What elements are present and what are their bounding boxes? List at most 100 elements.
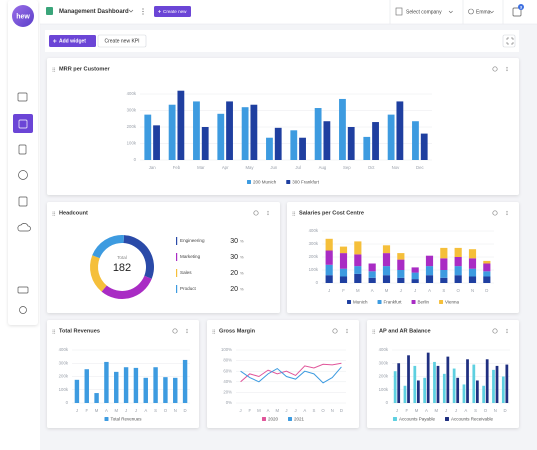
drag-handle[interactable]	[54, 214, 56, 216]
drag-handle[interactable]	[54, 213, 56, 215]
donut-segment	[123, 235, 154, 279]
nav-icon[interactable]	[18, 196, 28, 207]
drag-handle[interactable]	[52, 213, 54, 215]
settings-icon[interactable]	[253, 210, 259, 216]
logo[interactable]	[12, 5, 34, 27]
drag-handle[interactable]	[212, 332, 214, 334]
widget-menu[interactable]	[346, 332, 348, 334]
settings-icon[interactable]	[492, 66, 498, 72]
widget-menu[interactable]	[186, 328, 188, 330]
settings-icon[interactable]	[492, 328, 498, 334]
create-kpi-button[interactable]	[97, 34, 147, 48]
create-new-button[interactable]	[154, 6, 191, 17]
widget-menu[interactable]	[506, 66, 508, 68]
company-select[interactable]: Select company	[406, 9, 442, 15]
x-tick-label: J	[240, 408, 242, 413]
widget-menu[interactable]	[186, 332, 188, 334]
nav-active[interactable]	[13, 114, 33, 133]
drag-handle[interactable]	[292, 213, 294, 215]
widget-title: AP and AR Balance	[379, 328, 431, 334]
nav-icon[interactable]	[18, 170, 28, 180]
widget-menu[interactable]	[506, 328, 508, 330]
drag-handle[interactable]	[52, 67, 54, 69]
settings-icon[interactable]	[172, 328, 178, 334]
drag-handle[interactable]	[372, 332, 374, 334]
drag-handle[interactable]	[292, 211, 294, 213]
drag-handle[interactable]	[52, 69, 54, 71]
drag-handle[interactable]	[52, 211, 54, 213]
widget-menu[interactable]	[506, 70, 508, 72]
drag-handle[interactable]	[294, 211, 296, 213]
nav-icon[interactable]	[19, 306, 27, 314]
nav-icon[interactable]	[18, 144, 27, 155]
drag-handle[interactable]	[292, 214, 294, 216]
fullscreen-button[interactable]	[502, 34, 516, 48]
y-tick-label: 200k	[127, 124, 137, 129]
settings-icon[interactable]	[332, 328, 338, 334]
drag-handle[interactable]	[214, 329, 216, 331]
nav-icon[interactable]	[17, 92, 28, 102]
widget-menu[interactable]	[506, 212, 508, 214]
drag-handle[interactable]	[374, 332, 376, 334]
settings-icon[interactable]	[492, 210, 498, 216]
drag-handle[interactable]	[54, 329, 56, 331]
drag-handle[interactable]	[374, 329, 376, 331]
dashboard-title[interactable]: Management Dashboard	[59, 9, 129, 15]
bar	[143, 377, 148, 403]
user-chevron[interactable]	[489, 10, 494, 14]
widget-menu[interactable]	[506, 214, 508, 216]
drag-handle[interactable]	[212, 329, 214, 331]
widget-menu[interactable]	[506, 332, 508, 334]
bar-segment	[454, 247, 462, 257]
widget-menu[interactable]	[186, 330, 188, 332]
drag-handle[interactable]	[54, 332, 56, 334]
legend: Total Revenues	[104, 416, 142, 421]
y-tick-label: 0	[66, 400, 69, 405]
bar-segment	[354, 254, 362, 267]
widget-menu[interactable]	[346, 328, 348, 330]
drag-handle[interactable]	[212, 331, 214, 333]
drag-handle[interactable]	[54, 211, 56, 213]
drag-handle[interactable]	[52, 329, 54, 331]
bar	[104, 361, 109, 403]
drag-handle[interactable]	[294, 214, 296, 216]
drag-handle[interactable]	[52, 331, 54, 333]
title-chevron[interactable]	[128, 9, 134, 13]
widget-menu[interactable]	[506, 210, 508, 212]
x-tick-label: Jun	[270, 165, 278, 170]
drag-handle[interactable]	[52, 332, 54, 334]
bar-segment	[354, 241, 362, 255]
drag-handle[interactable]	[214, 331, 216, 333]
widget-menu[interactable]	[267, 214, 269, 216]
drag-handle[interactable]	[372, 329, 374, 331]
bar-segment	[454, 266, 462, 276]
drag-handle[interactable]	[52, 214, 54, 216]
widget-menu[interactable]	[506, 68, 508, 70]
notifications-icon[interactable]	[512, 7, 522, 17]
nav-icon[interactable]	[17, 286, 29, 294]
drag-handle[interactable]	[54, 331, 56, 333]
widget-menu[interactable]	[267, 212, 269, 214]
drag-handle[interactable]	[372, 331, 374, 333]
x-tick-label: F	[85, 408, 88, 413]
legend-swatch	[288, 417, 292, 421]
widget-menu[interactable]	[346, 330, 348, 332]
user-name[interactable]: Emma	[476, 9, 491, 15]
add-widget-button[interactable]	[49, 35, 96, 47]
drag-handle[interactable]	[54, 67, 56, 69]
legend-label: Product	[180, 286, 197, 291]
drag-handle[interactable]	[294, 213, 296, 215]
drag-handle[interactable]	[374, 331, 376, 333]
widget-menu[interactable]	[267, 210, 269, 212]
legend-swatch	[286, 180, 291, 184]
widget-menu[interactable]	[506, 330, 508, 332]
drag-handle[interactable]	[214, 332, 216, 334]
drag-handle[interactable]	[54, 70, 56, 72]
legend-swatch	[377, 300, 382, 304]
drag-handle[interactable]	[52, 70, 54, 72]
nav-icon[interactable]	[17, 223, 31, 232]
drag-handle[interactable]	[54, 69, 56, 71]
header-kebab[interactable]	[142, 8, 144, 15]
x-tick-label: Aug	[319, 165, 327, 170]
company-chevron[interactable]	[448, 10, 453, 14]
